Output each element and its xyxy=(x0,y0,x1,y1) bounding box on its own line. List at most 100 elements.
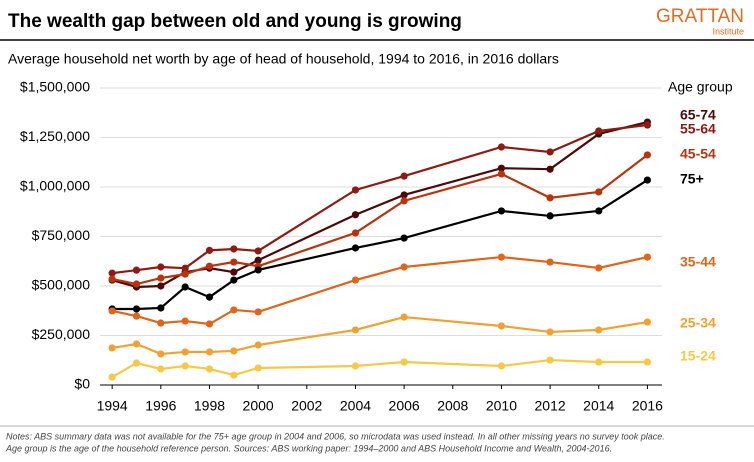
y-tick-label: $1,250,000 xyxy=(20,128,90,144)
y-tick-label: $750,000 xyxy=(32,227,91,243)
data-point xyxy=(230,347,238,355)
x-tick-label: 2006 xyxy=(389,398,420,414)
data-point xyxy=(400,197,408,205)
data-point xyxy=(643,358,652,366)
data-point xyxy=(108,269,116,277)
logo-sub: Institute xyxy=(712,26,744,36)
data-point xyxy=(546,212,554,220)
data-point xyxy=(108,275,116,283)
data-point xyxy=(400,313,408,321)
data-point xyxy=(181,317,189,325)
data-point xyxy=(205,293,214,301)
data-point xyxy=(181,348,189,356)
data-point xyxy=(351,362,360,370)
data-point xyxy=(497,170,506,178)
data-point xyxy=(643,176,652,184)
data-point xyxy=(643,253,652,261)
data-point xyxy=(497,362,506,370)
data-point xyxy=(230,268,238,276)
data-point xyxy=(400,191,408,199)
data-point xyxy=(205,246,214,254)
data-point xyxy=(205,320,214,328)
series-line xyxy=(112,179,648,311)
data-point xyxy=(497,164,506,172)
data-point xyxy=(497,322,506,330)
data-point xyxy=(400,358,408,366)
data-point xyxy=(132,340,141,348)
data-point xyxy=(595,207,603,215)
x-tick-label: 2002 xyxy=(291,398,322,414)
data-point xyxy=(108,344,116,352)
data-point xyxy=(205,365,214,373)
data-point xyxy=(595,264,603,272)
data-point xyxy=(157,274,165,282)
data-point xyxy=(400,263,408,271)
data-point xyxy=(254,308,262,316)
data-point xyxy=(351,229,360,237)
data-point xyxy=(497,143,506,151)
data-point xyxy=(351,326,360,334)
data-point xyxy=(181,283,189,291)
data-point xyxy=(230,258,238,266)
note: Age group is the age of the household re… xyxy=(5,443,612,453)
data-point xyxy=(181,264,189,272)
data-point xyxy=(254,266,262,274)
data-point xyxy=(132,280,141,288)
data-point xyxy=(595,358,603,366)
data-point xyxy=(643,121,652,129)
data-point xyxy=(132,305,141,313)
data-point xyxy=(205,348,214,356)
data-point xyxy=(157,304,165,312)
data-point xyxy=(230,306,238,314)
series-line xyxy=(112,123,648,275)
y-tick-label: $250,000 xyxy=(32,326,91,342)
x-tick-label: 2004 xyxy=(340,398,371,414)
legend-label: 15-24 xyxy=(680,348,716,364)
y-tick-label: $1,000,000 xyxy=(20,178,90,194)
data-point xyxy=(230,371,238,379)
x-tick-label: 2016 xyxy=(632,398,663,414)
data-point xyxy=(230,276,238,284)
data-point xyxy=(351,211,360,219)
data-point xyxy=(254,341,262,349)
data-point xyxy=(643,318,652,326)
data-point xyxy=(546,194,554,202)
series-line xyxy=(111,358,648,379)
x-tick-label: 1998 xyxy=(194,398,225,414)
legend-label: 45-54 xyxy=(680,146,716,162)
data-point xyxy=(205,262,214,270)
data-point xyxy=(400,234,408,242)
data-point xyxy=(643,151,652,159)
legend-label: 75+ xyxy=(680,171,704,187)
data-point xyxy=(181,362,189,370)
legend-title: Age group xyxy=(668,79,733,95)
legend-label: 25-34 xyxy=(680,315,716,331)
data-point xyxy=(157,263,165,271)
legend-label: 65-74 xyxy=(680,107,716,123)
data-point xyxy=(157,350,165,358)
data-point xyxy=(351,244,360,252)
data-point xyxy=(132,312,141,320)
y-tick-label: $1,500,000 xyxy=(20,79,90,95)
y-tick-label: $500,000 xyxy=(32,277,91,293)
data-point xyxy=(254,364,262,372)
data-point xyxy=(181,270,189,278)
data-point xyxy=(108,373,116,381)
x-tick-label: 2014 xyxy=(583,398,614,414)
subtitle: Average household net worth by age of he… xyxy=(8,51,559,67)
data-point xyxy=(400,172,408,180)
data-point xyxy=(546,165,554,173)
data-point xyxy=(546,328,554,336)
data-point xyxy=(546,258,554,266)
data-point xyxy=(157,319,165,327)
y-tick-label: $0 xyxy=(74,376,90,392)
x-tick-label: 2010 xyxy=(486,398,517,414)
data-point xyxy=(546,356,554,364)
data-point xyxy=(132,359,141,367)
data-point xyxy=(497,253,506,261)
data-point xyxy=(230,245,238,253)
data-point xyxy=(595,326,603,334)
data-point xyxy=(157,365,165,373)
data-point xyxy=(595,127,603,135)
